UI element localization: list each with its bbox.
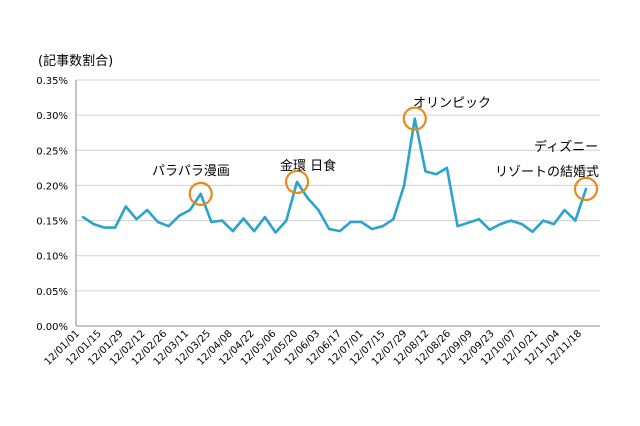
y-tick-label: 0.20% [36,181,68,192]
data-point [531,230,534,234]
data-point [499,222,502,226]
data-point [103,226,106,229]
data-point [413,117,416,120]
data-point [327,227,331,231]
y-axis-title: (記事数割合) [38,54,114,69]
highlight-circle [573,176,599,202]
data-point [285,219,288,222]
highlight-circles [188,106,599,206]
data-point [295,180,299,184]
data-point [477,217,481,221]
data-point [563,208,566,212]
annotation-annular-eclipse: 金環 日食 [280,159,337,174]
y-tick-label: 0.00% [36,322,68,333]
highlight-circle [284,169,310,195]
data-point [92,222,95,226]
data-point [199,192,202,196]
annotation-olympics: オリンピック [413,96,492,111]
highlight-circle [188,181,213,206]
series-line [82,117,588,234]
data-point [146,208,149,212]
data-point [520,222,523,226]
data-point [306,196,309,200]
data-point [178,214,181,217]
data-point [467,221,470,224]
data-point [349,220,352,224]
grid [75,79,600,327]
annotation-disney-line1: ディズニー [534,140,599,155]
series [81,117,588,234]
data-point [552,222,556,226]
data-point [167,224,170,228]
y-tick-label: 0.25% [36,146,68,157]
data-point [253,229,256,233]
data-point [156,220,160,224]
y-tick-label: 0.05% [36,287,68,298]
data-point [231,229,235,233]
annotation-disney-line2: リゾートの結婚式 [495,165,600,180]
data-point [424,170,427,173]
data-point [210,220,213,224]
data-point [113,226,117,229]
data-point [381,224,384,228]
data-point [584,187,588,191]
data-point [360,220,363,224]
annotation-para-para-manga: パラパラ漫画 [152,164,230,179]
y-tick-label: 0.30% [36,111,68,122]
data-point [274,231,277,234]
data-point [445,166,449,170]
data-point [338,229,342,233]
data-point [220,219,224,222]
y-tick-label: 0.15% [36,217,68,228]
data-point [402,184,406,187]
data-point [370,227,374,231]
y-axis-ticks: 0.00% 0.05% 0.10% 0.15% 0.20% 0.25% 0.30% 0.35% [36,76,68,333]
data-point [124,205,128,208]
data-point [135,217,138,221]
data-point [488,228,491,231]
data-point [574,219,577,222]
y-tick-label: 0.10% [36,252,68,263]
data-point [317,208,320,212]
x-axis-ticks: 12/01/0112/01/1512/01/2912/02/1212/02/26… [43,328,585,368]
data-point [242,217,245,220]
highlight-circle [402,106,427,131]
data-point [263,215,267,219]
data-point [81,215,85,219]
data-point [541,219,545,222]
data-point [392,217,395,221]
data-point [434,172,438,176]
y-tick-label: 0.35% [36,76,68,87]
data-point [188,208,192,212]
data-point [456,224,459,228]
data-point [509,219,513,222]
